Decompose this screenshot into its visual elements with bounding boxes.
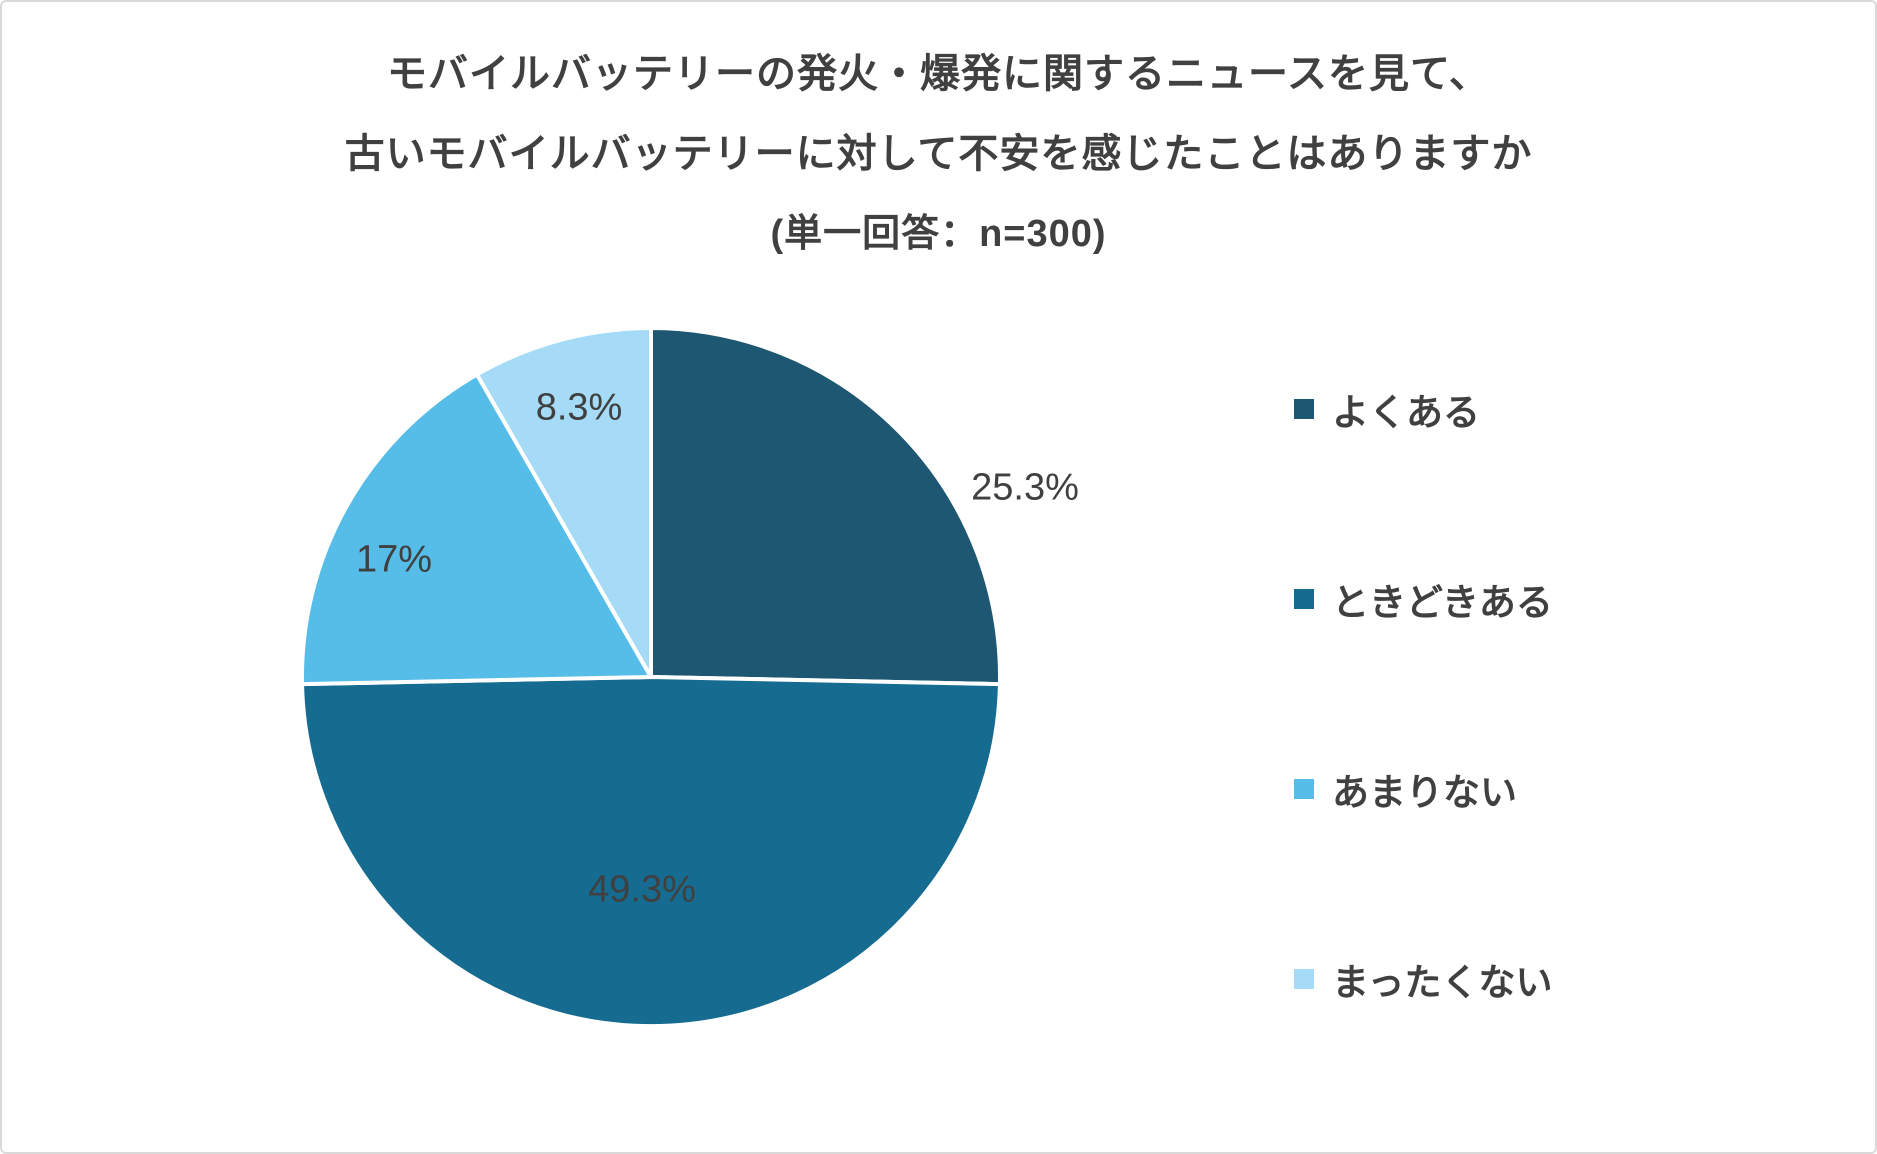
legend-marker-icon (1294, 399, 1314, 419)
legend-item-yokuaru: よくある (1294, 382, 1553, 436)
legend: よくある ときどきある あまりない まったくない (1294, 382, 1553, 1006)
chart-title: モバイルバッテリーの発火・爆発に関するニュースを見て、 古いモバイルバッテリーに… (2, 34, 1875, 274)
slice-percent-label-tokidoki: 49.3% (588, 868, 696, 911)
pie-slice-3 (474, 326, 653, 679)
chart-title-line-1: モバイルバッテリーの発火・爆発に関するニュースを見て、 (387, 52, 1490, 96)
pie-slice-0 (649, 326, 1002, 687)
legend-label: よくある (1332, 392, 1480, 433)
legend-item-mattakunai: まったくない (1294, 952, 1553, 1006)
pie-slice-2 (300, 372, 653, 687)
legend-marker-icon (1294, 969, 1314, 989)
slice-percent-label-mattakunai: 8.3% (535, 386, 623, 429)
chart-subtitle: (単一回答：n=300) (770, 213, 1107, 255)
legend-label: あまりない (1332, 772, 1517, 813)
legend-label: まったくない (1332, 962, 1553, 1003)
legend-item-tokidoki: ときどきある (1294, 572, 1553, 626)
pie-chart-area (296, 322, 1006, 1032)
legend-marker-icon (1294, 589, 1314, 609)
legend-marker-icon (1294, 779, 1314, 799)
pie-slice-1 (300, 675, 1002, 1029)
legend-item-amarinai: あまりない (1294, 762, 1553, 816)
legend-label: ときどきある (1332, 582, 1553, 623)
slice-percent-label-amarinai: 17% (355, 538, 433, 581)
chart-title-line-2: 古いモバイルバッテリーに対して不安を感じたことはありますか (344, 132, 1533, 176)
pie-chart (300, 326, 1002, 1029)
slice-percent-label-yokuaru: 25.3% (971, 466, 1079, 509)
